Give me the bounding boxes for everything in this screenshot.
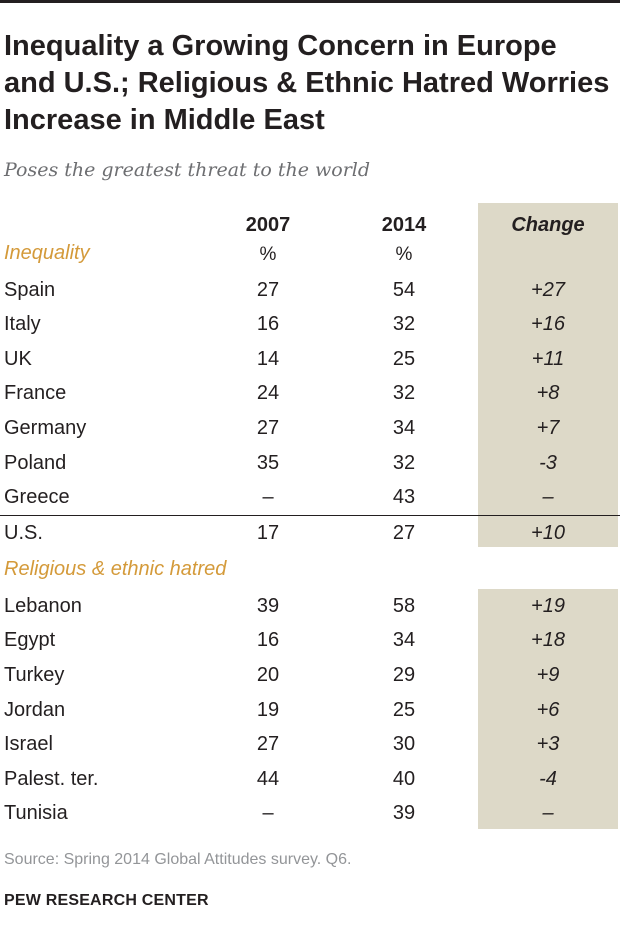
column-header-change: Change <box>511 214 585 236</box>
change-column-band <box>478 203 618 547</box>
row-value-2007: 35 <box>256 452 280 474</box>
column-header-2014: 2014 <box>381 214 427 236</box>
row-country: U.S. <box>4 522 43 544</box>
row-change: +7 <box>536 417 560 439</box>
row-value-2007: 16 <box>256 313 280 335</box>
row-value-2007: 24 <box>256 382 280 404</box>
row-country: Germany <box>4 417 87 439</box>
row-value-2007: 20 <box>256 664 280 686</box>
row-change: +18 <box>531 629 565 651</box>
row-country: Israel <box>4 733 53 755</box>
row-country: Turkey <box>4 664 65 686</box>
row-value-2007: 44 <box>256 768 280 790</box>
row-value-2014: 32 <box>392 313 416 335</box>
row-country: Spain <box>4 279 56 301</box>
table-row: France 24 32 +8 <box>0 376 620 410</box>
row-value-2014: 25 <box>392 699 416 721</box>
row-change: -3 <box>539 452 557 474</box>
row-value-2007: 27 <box>256 417 280 439</box>
row-value-2014: 32 <box>392 452 416 474</box>
table-row: Jordan 19 25 +6 <box>0 693 620 727</box>
row-value-2014: 40 <box>392 768 416 790</box>
row-value-2007: 27 <box>256 279 280 301</box>
row-country: Jordan <box>4 699 66 721</box>
source-note: Source: Spring 2014 Global Attitudes sur… <box>4 851 352 868</box>
row-country: Egypt <box>4 629 56 651</box>
row-value-2007: 39 <box>256 595 280 617</box>
table-row: Tunisia – 39 – <box>0 796 620 830</box>
row-value-2014: 54 <box>392 279 416 301</box>
row-change: +10 <box>531 522 565 544</box>
table-row: Greece – 43 – <box>0 480 620 514</box>
row-value-2007: 17 <box>256 522 280 544</box>
row-country: Lebanon <box>4 595 82 617</box>
table-row: Israel 27 30 +3 <box>0 727 620 761</box>
row-value-2007: 14 <box>256 348 280 370</box>
table-row: UK 14 25 +11 <box>0 342 620 376</box>
row-change: +27 <box>531 279 565 301</box>
row-country: Tunisia <box>4 802 68 824</box>
row-value-2014: 32 <box>392 382 416 404</box>
row-change: +19 <box>531 595 565 617</box>
row-value-2014: 34 <box>392 629 416 651</box>
table-row: Germany 27 34 +7 <box>0 411 620 445</box>
row-country: Greece <box>4 486 70 508</box>
row-country: Poland <box>4 452 67 474</box>
unit-label-2014: % <box>395 244 413 265</box>
table-row: Spain 27 54 +27 <box>0 273 620 307</box>
row-change: +8 <box>536 382 560 404</box>
row-value-2014: 34 <box>392 417 416 439</box>
table-row: Poland 35 32 -3 <box>0 446 620 480</box>
row-value-2014: 25 <box>392 348 416 370</box>
row-country: Palest. ter. <box>4 768 99 790</box>
table-row: U.S. 17 27 +10 <box>0 516 620 550</box>
row-value-2014: 27 <box>392 522 416 544</box>
section-label-inequality: Inequality <box>4 242 90 264</box>
row-country: France <box>4 382 67 404</box>
row-value-2014: 30 <box>392 733 416 755</box>
row-change: – <box>542 802 554 824</box>
chart-title: Inequality a Growing Concern in Europe a… <box>4 30 610 136</box>
row-value-2014: 43 <box>392 486 416 508</box>
us-divider <box>0 515 620 516</box>
table-row: Palest. ter. 44 40 -4 <box>0 762 620 796</box>
row-value-2007: 27 <box>256 733 280 755</box>
row-value-2007: 19 <box>256 699 280 721</box>
row-change: -4 <box>539 768 557 790</box>
table-row: Lebanon 39 58 +19 <box>0 589 620 623</box>
chart-subtitle: Poses the greatest threat to the world <box>4 159 371 181</box>
row-value-2007: 16 <box>256 629 280 651</box>
table-row: Italy 16 32 +16 <box>0 307 620 341</box>
row-value-2014: 29 <box>392 664 416 686</box>
row-country: UK <box>4 348 32 370</box>
row-country: Italy <box>4 313 41 335</box>
row-change: +11 <box>531 348 565 370</box>
section-label-religious-ethnic-hatred: Religious & ethnic hatred <box>4 558 227 580</box>
column-header-2007: 2007 <box>245 214 291 236</box>
credit-line: PEW RESEARCH CENTER <box>4 892 209 909</box>
row-change: +6 <box>536 699 560 721</box>
row-change: +9 <box>536 664 560 686</box>
top-rule <box>0 0 620 3</box>
unit-label-2007: % <box>259 244 277 265</box>
row-value-2014: 39 <box>392 802 416 824</box>
change-column-band <box>478 589 618 829</box>
row-change: +3 <box>536 733 560 755</box>
table-row: Turkey 20 29 +9 <box>0 658 620 692</box>
row-change: – <box>542 486 554 508</box>
row-value-2007: – <box>262 486 274 508</box>
row-value-2007: – <box>262 802 274 824</box>
row-change: +16 <box>531 313 565 335</box>
row-value-2014: 58 <box>392 595 416 617</box>
table-row: Egypt 16 34 +18 <box>0 623 620 657</box>
